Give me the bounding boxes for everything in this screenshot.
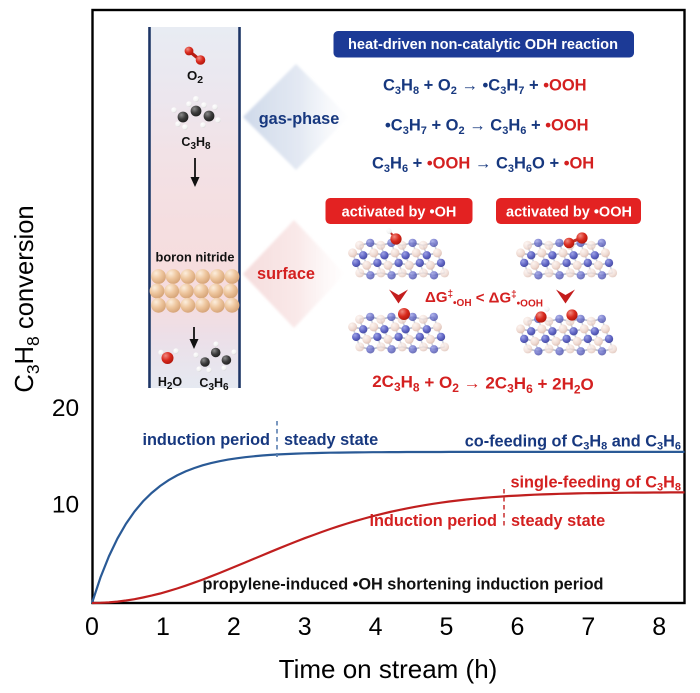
svg-text:C3H6 + •OOH → C3H6O + •OH: C3H6 + •OOH → C3H6O + •OH xyxy=(372,155,594,176)
svg-text:activated by •OOH: activated by •OOH xyxy=(506,205,632,221)
svg-text:C3H8 conversion: C3H8 conversion xyxy=(11,205,43,392)
svg-text:7: 7 xyxy=(581,613,595,641)
svg-text:steady state: steady state xyxy=(284,431,378,449)
svg-text:C3H6: C3H6 xyxy=(199,376,229,393)
svg-text:C3H8 + O2 → •C3H7 + •OOH: C3H8 + O2 → •C3H7 + •OOH xyxy=(383,77,587,98)
svg-text:activated by •OH: activated by •OH xyxy=(342,205,457,221)
svg-text:3: 3 xyxy=(298,613,312,641)
svg-text:propylene-induced •OH shorteni: propylene-induced •OH shortening inducti… xyxy=(203,576,604,594)
svg-text:induction period: induction period xyxy=(369,512,497,530)
svg-text:induction period: induction period xyxy=(142,431,270,449)
svg-text:surface: surface xyxy=(257,265,315,283)
svg-text:ΔG‡•OH < ΔG‡•OOH: ΔG‡•OH < ΔG‡•OOH xyxy=(425,289,543,310)
svg-text:heat-driven non-catalytic ODH: heat-driven non-catalytic ODH reaction xyxy=(348,37,618,53)
svg-text:Time on stream (h): Time on stream (h) xyxy=(279,654,498,684)
svg-text:C3H8: C3H8 xyxy=(181,135,211,152)
svg-text:10: 10 xyxy=(52,492,79,519)
svg-text:6: 6 xyxy=(510,613,524,641)
svg-text:single-feeding of C3H8: single-feeding of C3H8 xyxy=(510,474,681,494)
svg-text:H2O: H2O xyxy=(158,375,183,392)
svg-text:co-feeding of C3H8 and C3H6: co-feeding of C3H8 and C3H6 xyxy=(465,433,681,453)
svg-text:steady state: steady state xyxy=(511,512,605,530)
svg-text:1: 1 xyxy=(156,613,170,641)
svg-text:8: 8 xyxy=(652,613,666,641)
svg-text:2: 2 xyxy=(227,613,241,641)
svg-text:0: 0 xyxy=(85,613,99,641)
svg-text:gas-phase: gas-phase xyxy=(259,110,340,128)
svg-text:20: 20 xyxy=(52,395,79,422)
svg-text:•C3H7 + O2 → C3H6 + •OOH: •C3H7 + O2 → C3H6 + •OOH xyxy=(385,117,589,138)
svg-text:2C3H8 + O2 → 2C3H6 + 2H2O: 2C3H8 + O2 → 2C3H6 + 2H2O xyxy=(372,372,594,397)
svg-text:boron nitride: boron nitride xyxy=(156,250,235,265)
svg-text:4: 4 xyxy=(369,613,383,641)
svg-text:5: 5 xyxy=(440,613,454,641)
